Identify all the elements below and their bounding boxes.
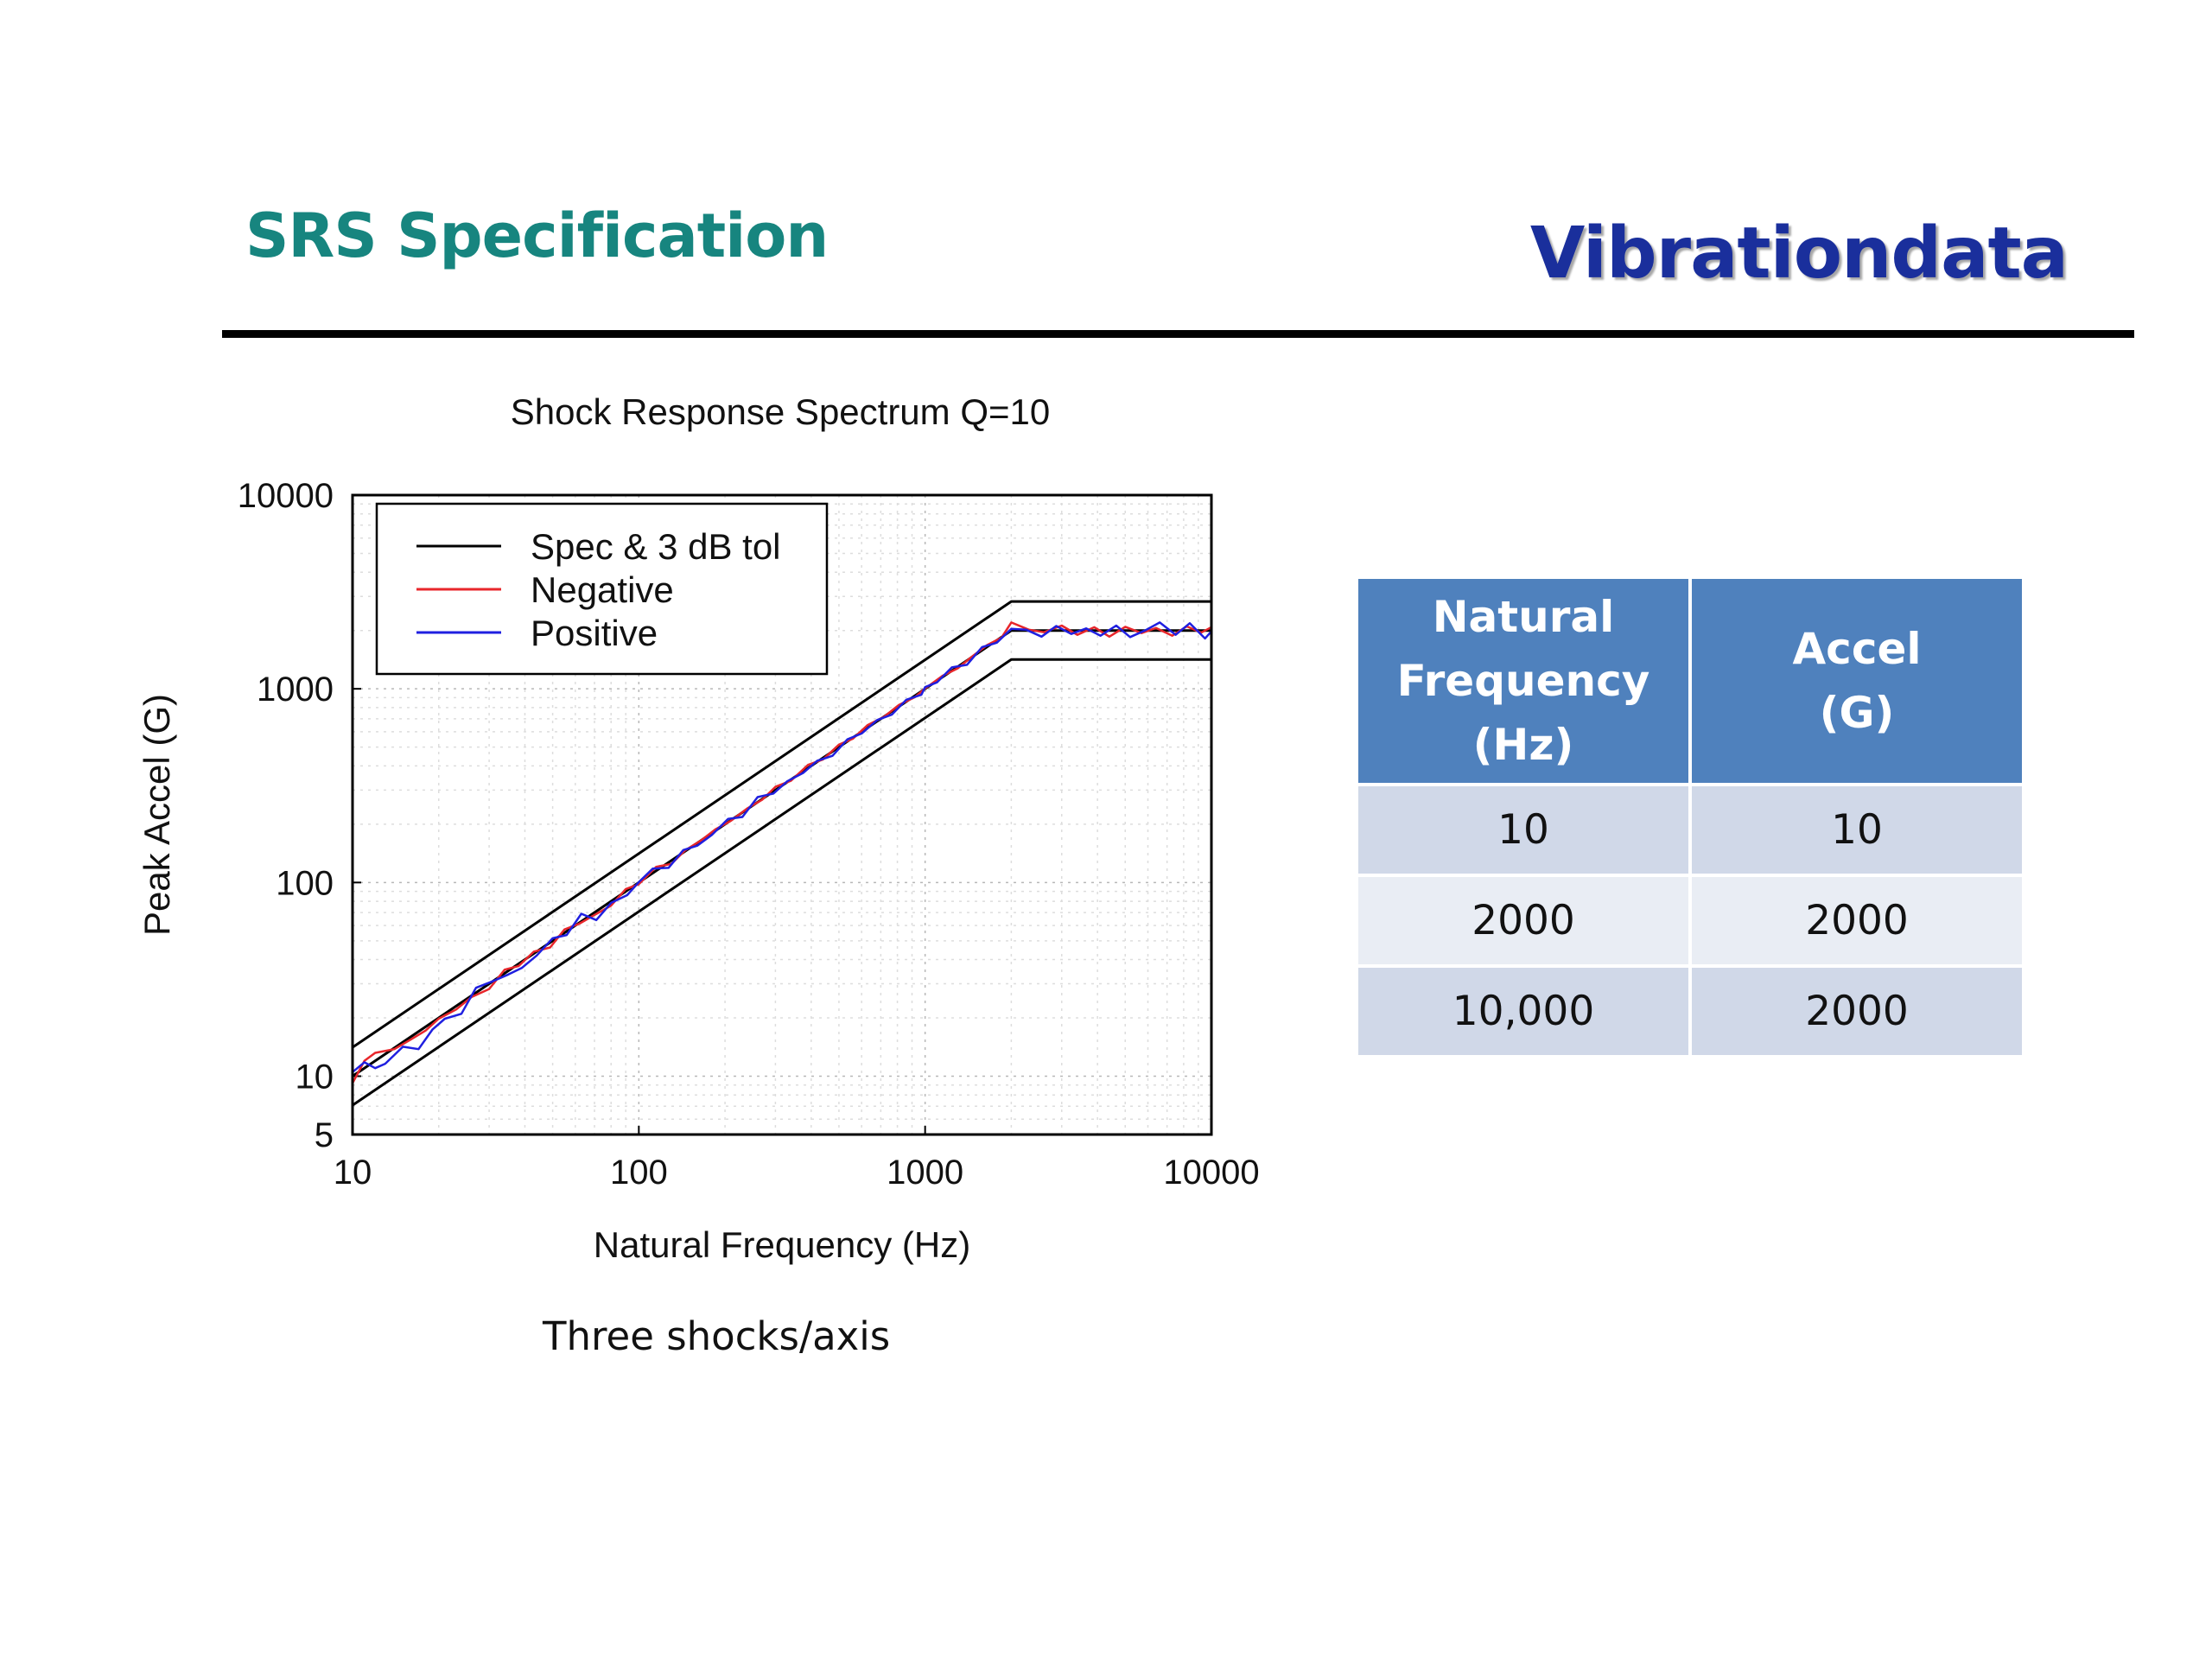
- series-line-negative: [351, 621, 1212, 1084]
- header-divider: [222, 330, 2134, 338]
- spec-table: Natural Frequency (Hz) Accel (G) 10 10 2…: [1355, 575, 2025, 1058]
- x-tick-label: 1000: [887, 1154, 963, 1192]
- table-cell: 10: [1692, 786, 2022, 874]
- y-tick-label: 1000: [257, 671, 334, 709]
- header-accel: Accel (G): [1692, 579, 2022, 783]
- legend-box: [375, 502, 829, 676]
- header-line: Natural: [1432, 592, 1615, 642]
- header-line: (G): [1819, 688, 1895, 738]
- series-line-spec: [352, 658, 1211, 1107]
- series-line-positive: [352, 621, 1212, 1073]
- table-cell: 2000: [1692, 877, 2022, 964]
- x-tick-label: 10000: [1163, 1154, 1259, 1192]
- table-cell: 10: [1358, 786, 1688, 874]
- table-row: 2000 2000: [1358, 877, 2022, 964]
- y-tick-label: 100: [276, 864, 334, 902]
- y-tick-label: 10: [296, 1058, 334, 1096]
- series-line-spec: [352, 600, 1211, 1049]
- header-line: (Hz): [1472, 720, 1574, 770]
- y-axis-label: Peak Accel (G): [137, 694, 177, 936]
- legend-label: Positive: [531, 613, 658, 653]
- slide-title: SRS Specification: [245, 200, 829, 271]
- table-row: 10 10: [1358, 786, 2022, 874]
- chart-grid: [353, 495, 1211, 1135]
- legend-label: Spec & 3 dB tol: [531, 526, 781, 567]
- legend-label: Negative: [531, 569, 674, 610]
- table-cell: 2000: [1358, 877, 1688, 964]
- header-line: Accel: [1792, 624, 1922, 674]
- table-row: 10,000 2000: [1358, 968, 2022, 1055]
- table-cell: 10,000: [1358, 968, 1688, 1055]
- y-tick-label: 5: [315, 1116, 334, 1154]
- header-line: Frequency: [1396, 656, 1650, 706]
- y-tick-label: 10000: [238, 477, 334, 515]
- brand-logo: Vibrationdata: [1529, 213, 2069, 295]
- chart-series: [351, 600, 1212, 1107]
- x-axis-label: Natural Frequency (Hz): [594, 1224, 970, 1265]
- plot-frame: [351, 493, 1213, 1136]
- chart-caption: Three shocks/axis: [543, 1313, 891, 1359]
- header-natural-frequency: Natural Frequency (Hz): [1358, 579, 1688, 783]
- chart-title: Shock Response Spectrum Q=10: [511, 391, 1051, 432]
- table-header-row: Natural Frequency (Hz) Accel (G): [1358, 579, 2022, 783]
- table-cell: 2000: [1692, 968, 2022, 1055]
- x-tick-label: 10: [334, 1154, 372, 1192]
- x-tick-label: 100: [610, 1154, 668, 1192]
